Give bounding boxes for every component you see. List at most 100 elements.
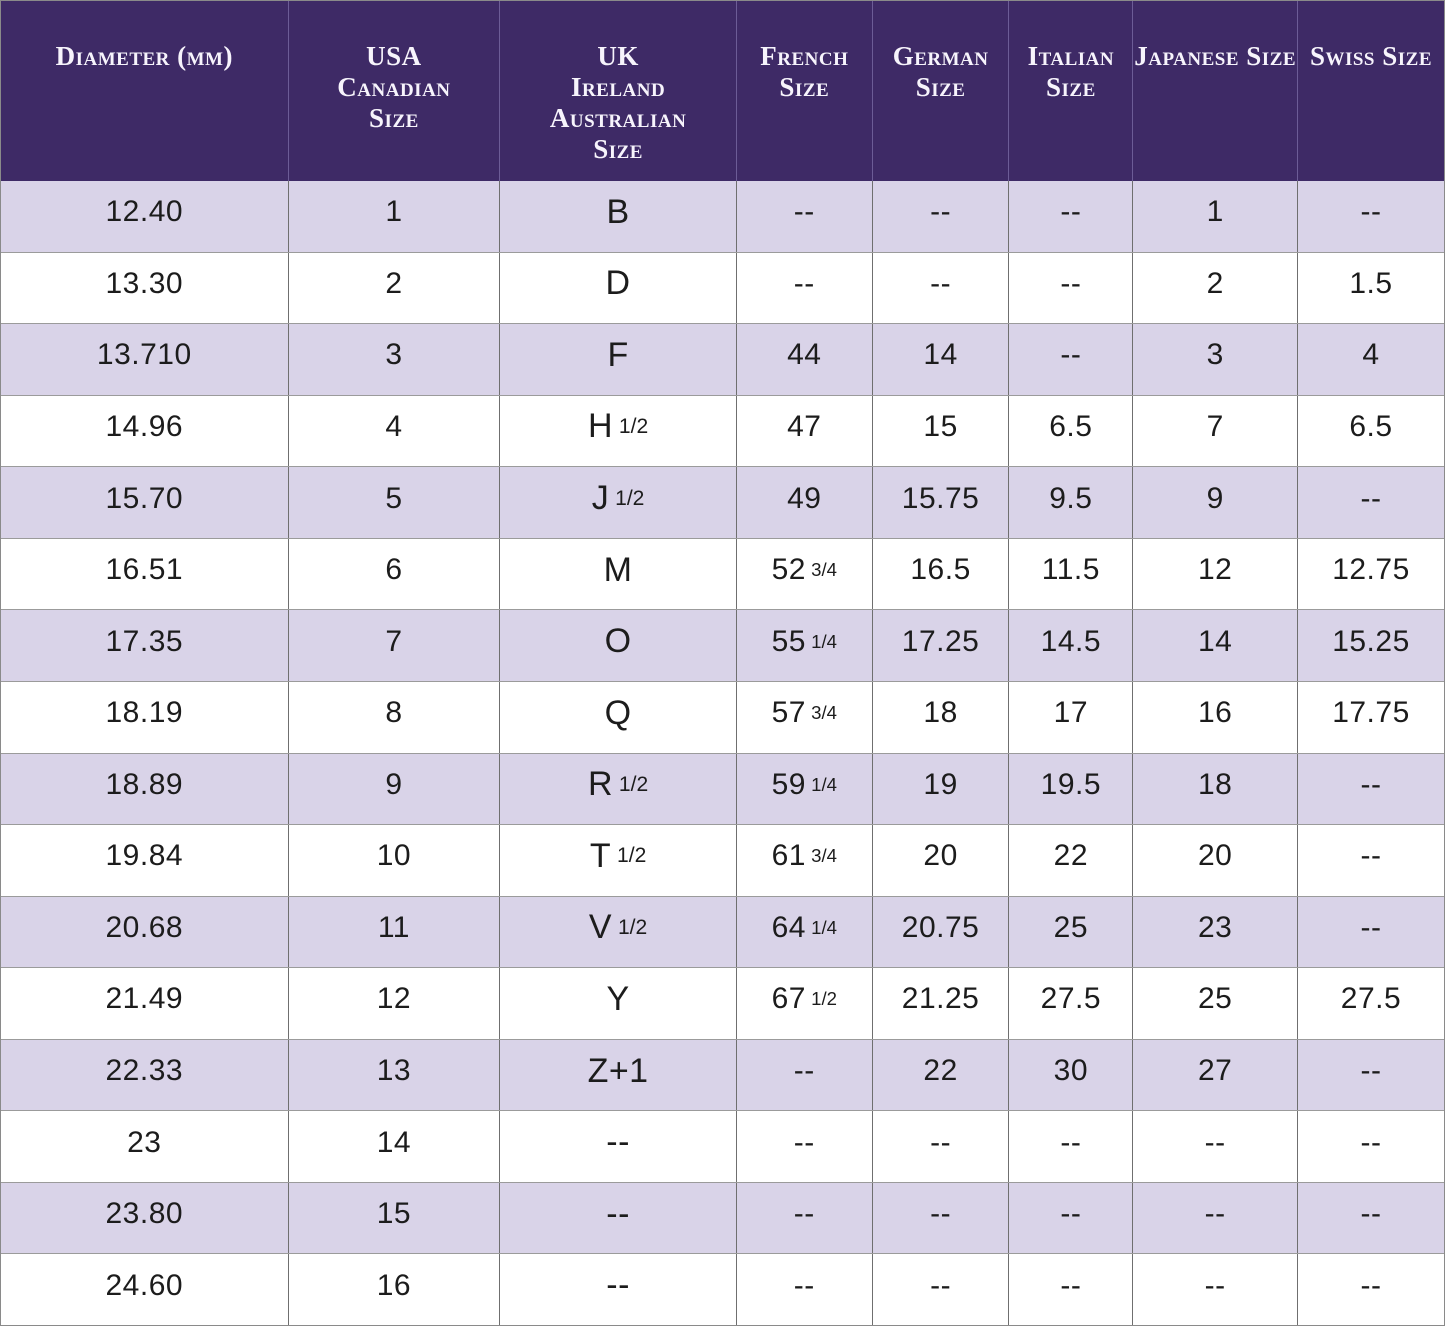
cell-swiss: -- [1360,1268,1382,1302]
cell-german: -- [873,181,1010,252]
cell-swiss: -- [1360,481,1382,515]
table-row: 18.89 9 R 1/2 59 1/4 19 19.5 18 -- [1,752,1444,825]
cell-italian: 17 [1009,681,1134,753]
cell-italian: 30 [1009,1039,1134,1111]
table-row: 14.96 4 H 1/2 47 15 6.5 7 6.5 [1,394,1444,467]
cell-french: -- [737,1039,873,1111]
cell-diameter: 18.19 [1,681,289,753]
cell-usa-canadian: 4 [289,395,501,467]
cell-usa-canadian: 6 [289,538,501,610]
cell-swiss: -- [1360,910,1382,944]
cell-french: 64 1/4 [737,896,873,968]
cell-german: 22 [873,1039,1010,1111]
cell-uk-ireland-australian: -- [500,1254,737,1325]
column-header-line: Size [779,72,830,102]
table-row: 21.49 12 Y 67 1/2 21.25 27.5 25 27.5 [1,967,1444,1039]
cell-uk-ireland-australian: V 1/2 [500,896,737,968]
cell-diameter: 23 [1,1111,289,1182]
cell-uk-ireland-australian: Z+1 [500,1039,737,1111]
cell-italian: 14.5 [1009,610,1134,681]
cell-diameter: 12.40 [1,181,289,252]
table-row: 13.710 3 F 44 14 -- 3 4 [1,323,1444,395]
cell-japanese: 27 [1133,1039,1299,1111]
cell-swiss: -- [1360,1197,1382,1231]
cell-uk-ireland-australian: O [500,610,737,681]
cell-italian: 11.5 [1009,538,1134,610]
cell-uk-ireland-australian: -- [500,1111,737,1182]
column-header-line: Size [915,72,966,102]
cell-japanese: -- [1133,1111,1299,1182]
cell-german: 17.25 [873,610,1010,681]
cell-uk-ireland-australian: M [500,538,737,610]
cell-uk-ireland-australian: H 1/2 [500,395,737,467]
column-header-line: French [760,41,849,71]
cell-diameter: 17.35 [1,610,289,681]
table-row: 18.19 8 Q 57 3/4 18 17 16 17.75 [1,680,1444,753]
column-header-line: Swiss Size [1309,41,1433,71]
cell-usa-canadian: 16 [289,1254,501,1325]
cell-uk-ireland-australian: R 1/2 [500,753,737,825]
table-row: 23 14 -- -- -- -- -- -- [1,1110,1444,1182]
cell-diameter: 13.30 [1,252,289,324]
cell-italian: 19.5 [1009,753,1134,825]
cell-diameter: 18.89 [1,753,289,825]
table-row: 22.33 13 Z+1 -- 22 30 27 -- [1,1038,1444,1111]
table-row: 16.51 6 M 52 3/4 16.5 11.5 12 12.75 [1,537,1444,610]
cell-swiss: 15.25 [1332,624,1410,658]
column-header-uk-ireland-australian: UK Ireland Australian Size [500,1,737,181]
cell-japanese: 3 [1133,324,1299,395]
cell-french: -- [737,1111,873,1182]
cell-german: 21.25 [873,968,1010,1039]
table-body: 12.40 1 B -- -- -- 1 -- 13.30 2 D -- -- -- 2 1.5 13.710 3… [1,181,1444,1325]
cell-swiss: -- [1360,195,1382,229]
cell-japanese: 9 [1133,467,1299,538]
column-header-japanese: Japanese Size [1133,1,1299,181]
cell-diameter: 14.96 [1,395,289,467]
table-row: 24.60 16 -- -- -- -- -- -- [1,1253,1444,1325]
column-header-line: USA [366,41,422,71]
column-header-line: Ireland [570,72,666,102]
cell-japanese: 14 [1133,610,1299,681]
cell-usa-canadian: 11 [289,896,501,968]
column-header-line: German [892,41,989,71]
column-header-line: Japanese Size [1134,41,1297,71]
cell-swiss: 27.5 [1340,982,1402,1016]
cell-diameter: 24.60 [1,1254,289,1325]
cell-french: 67 1/2 [737,968,873,1039]
cell-italian: -- [1009,252,1134,324]
cell-japanese: 18 [1133,753,1299,825]
cell-german: -- [873,1254,1010,1325]
column-header-line: Size [369,103,419,133]
cell-diameter: 23.80 [1,1182,289,1254]
cell-uk-ireland-australian: J 1/2 [500,467,737,538]
column-header-line: Size [593,134,643,164]
cell-italian: -- [1009,324,1134,395]
cell-french: 59 1/4 [737,753,873,825]
table-row: 13.30 2 D -- -- -- 2 1.5 [1,251,1444,324]
cell-italian: 9.5 [1009,467,1134,538]
cell-japanese: 25 [1133,968,1299,1039]
cell-italian: 22 [1009,825,1134,896]
cell-swiss: -- [1360,839,1382,873]
cell-japanese: 20 [1133,825,1299,896]
cell-french: 49 [737,467,873,538]
cell-usa-canadian: 13 [289,1039,501,1111]
cell-swiss: 1.5 [1349,266,1393,300]
cell-uk-ireland-australian: B [500,181,737,252]
cell-swiss: 12.75 [1332,553,1410,587]
cell-german: 15 [873,395,1010,467]
cell-usa-canadian: 7 [289,610,501,681]
cell-diameter: 22.33 [1,1039,289,1111]
column-header-german: German Size [873,1,1010,181]
table-row: 20.68 11 V 1/2 64 1/4 20.75 25 23 -- [1,895,1444,968]
column-header-line: Australian [549,103,687,133]
cell-diameter: 16.51 [1,538,289,610]
cell-japanese: 7 [1133,395,1299,467]
table-row: 15.70 5 J 1/2 49 15.75 9.5 9 -- [1,466,1444,538]
cell-german: -- [873,252,1010,324]
cell-uk-ireland-australian: Q [500,681,737,753]
cell-german: 16.5 [873,538,1010,610]
cell-italian: -- [1009,1254,1134,1325]
cell-german: -- [873,1182,1010,1254]
